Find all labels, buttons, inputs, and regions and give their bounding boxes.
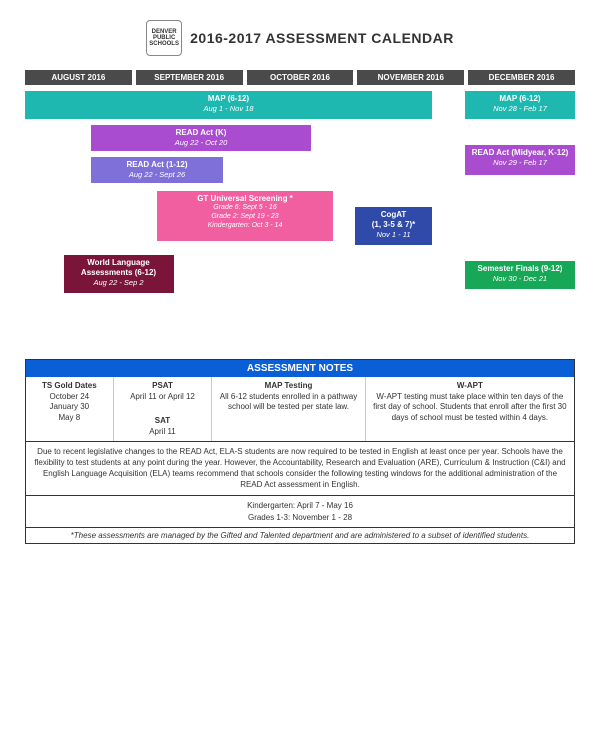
gantt-bar-cogat: CogAT(1, 3-5 & 7)*Nov 1 - 11 — [355, 207, 432, 245]
notes-header: ASSESSMENT NOTES — [26, 360, 574, 377]
notes-table: ASSESSMENT NOTES TS Gold DatesOctober 24… — [25, 359, 575, 544]
notes-columns: TS Gold DatesOctober 24January 30May 8PS… — [26, 377, 574, 442]
logo-icon: DENVER PUBLIC SCHOOLS — [146, 20, 182, 56]
gantt-bar-read112: READ Act (1-12)Aug 22 - Sept 26 — [91, 157, 223, 183]
month-header-row: AUGUST 2016 SEPTEMBER 2016 OCTOBER 2016 … — [25, 70, 575, 85]
logo-line3: SCHOOLS — [149, 41, 179, 47]
gantt-bar-finals: Semester Finals (9-12)Nov 30 - Dec 21 — [465, 261, 575, 289]
notes-paragraph: Due to recent legislative changes to the… — [26, 442, 574, 496]
notes-dates-k: Kindergarten: April 7 - May 16 — [247, 501, 353, 510]
month-cell: NOVEMBER 2016 — [357, 70, 464, 85]
notes-cell: TS Gold DatesOctober 24January 30May 8 — [26, 377, 114, 441]
gantt-bar-world: World LanguageAssessments (6-12)Aug 22 -… — [64, 255, 174, 293]
month-cell: SEPTEMBER 2016 — [136, 70, 243, 85]
gantt-bar-readmid: READ Act (Midyear, K-12)Nov 29 - Feb 17 — [465, 145, 575, 175]
notes-cell: PSATApril 11 or April 12 SATApril 11 — [114, 377, 213, 441]
gantt-bar-map2: MAP (6-12)Nov 28 - Feb 17 — [465, 91, 575, 119]
notes-footnote: *These assessments are managed by the Gi… — [26, 527, 574, 543]
notes-window-dates: Kindergarten: April 7 - May 16 Grades 1-… — [26, 496, 574, 526]
page-header: DENVER PUBLIC SCHOOLS 2016-2017 ASSESSME… — [25, 20, 575, 56]
notes-dates-g: Grades 1-3: November 1 - 28 — [248, 513, 352, 522]
month-cell: AUGUST 2016 — [25, 70, 132, 85]
page-title: 2016-2017 ASSESSMENT CALENDAR — [190, 30, 454, 46]
month-cell: OCTOBER 2016 — [247, 70, 354, 85]
gantt-bar-readk: READ Act (K)Aug 22 - Oct 20 — [91, 125, 311, 151]
notes-cell: W-APTW-APT testing must take place withi… — [366, 377, 574, 441]
gantt-bar-map1: MAP (6-12)Aug 1 - Nov 18 — [25, 91, 432, 119]
notes-cell: MAP TestingAll 6-12 students enrolled in… — [212, 377, 365, 441]
gantt-bar-gt: GT Universal Screening *Grade 6: Sept 5 … — [157, 191, 333, 241]
gantt-chart: MAP (6-12)Aug 1 - Nov 18 MAP (6-12)Nov 28… — [25, 91, 575, 351]
month-cell: DECEMBER 2016 — [468, 70, 575, 85]
